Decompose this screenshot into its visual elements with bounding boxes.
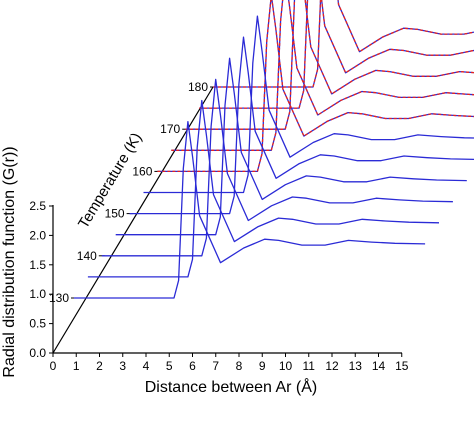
y-tick-label: 2.0 [29,228,46,242]
x-tick-label: 6 [189,359,196,373]
x-tick-label: 14 [372,359,386,373]
x-tick-label: 10 [279,359,293,373]
liquid-curve-155 [143,15,474,194]
temperature-tick-label: 170 [160,122,180,136]
temperature-tick-label: 180 [188,80,208,94]
gas-curve-175 [199,0,474,109]
x-tick-label: 12 [325,359,339,373]
y-tick-label: 0.5 [29,317,46,331]
x-ticks: 0 1 2 3 4 5 6 7 8 9 10 11 12 13 14 15 [50,353,409,373]
x-tick-label: 7 [212,359,219,373]
series-layer [74,0,474,299]
y-tick-label: 1.5 [29,258,46,272]
x-tick-label: 15 [395,359,409,373]
x-tick-label: 9 [259,359,266,373]
x-tick-label: 5 [166,359,173,373]
liquid-curve-165 [171,0,474,151]
x-tick-label: 1 [73,359,80,373]
gas-curve-165 [171,0,474,151]
x-tick-label: 8 [236,359,243,373]
x-tick-label: 11 [303,359,316,373]
y-axis-label: Radial distribution function (G(r)) [1,146,18,377]
temperature-tick-label: 150 [105,207,125,221]
gas-curve-170 [185,0,474,130]
x-tick-label: 13 [349,359,363,373]
y-tick-label: 2.5 [29,199,46,213]
x-axis-label: Distance between Ar (Å) [145,377,318,396]
x-tick-label: 4 [143,359,150,373]
liquid-curve-145 [115,57,467,236]
x-tick-label: 3 [119,359,126,373]
temperature-tick-label: 140 [77,249,97,263]
liquid-curve-175 [199,0,474,109]
y-tick-label: 1.0 [29,287,46,301]
temperature-tick-label: 130 [49,291,69,305]
gas-curve-180 [213,0,474,88]
temperature-tick-label: 160 [132,164,152,178]
x-tick-label: 2 [96,359,103,373]
gas-curve-160 [157,0,474,173]
y-ticks: 0.0 0.5 1.0 1.5 2.0 2.5 [29,199,53,360]
liquid-curve-150 [129,36,474,215]
x-tick-label: 0 [50,359,57,373]
liquid-curve-140 [101,78,453,257]
liquid-curve-130 [74,120,426,299]
y-tick-label: 0.0 [29,346,46,360]
liquid-curve-135 [87,99,440,278]
